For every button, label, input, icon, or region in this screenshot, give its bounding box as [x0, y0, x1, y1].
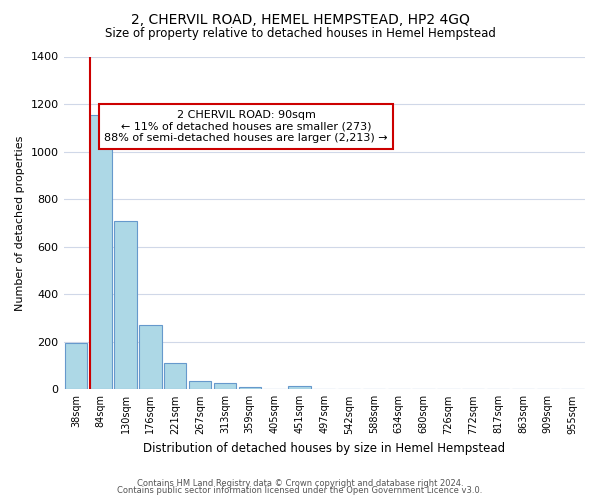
- Bar: [214, 384, 236, 390]
- Bar: [115, 220, 137, 390]
- Bar: [189, 381, 211, 390]
- Text: Contains HM Land Registry data © Crown copyright and database right 2024.: Contains HM Land Registry data © Crown c…: [137, 478, 463, 488]
- Bar: [89, 114, 112, 390]
- Text: 2, CHERVIL ROAD, HEMEL HEMPSTEAD, HP2 4GQ: 2, CHERVIL ROAD, HEMEL HEMPSTEAD, HP2 4G…: [131, 12, 469, 26]
- Text: Size of property relative to detached houses in Hemel Hempstead: Size of property relative to detached ho…: [104, 28, 496, 40]
- Bar: [164, 363, 187, 390]
- Bar: [65, 344, 87, 390]
- Bar: [288, 386, 311, 390]
- Bar: [239, 388, 261, 390]
- Text: Contains public sector information licensed under the Open Government Licence v3: Contains public sector information licen…: [118, 486, 482, 495]
- Bar: [139, 324, 161, 390]
- Text: 2 CHERVIL ROAD: 90sqm
← 11% of detached houses are smaller (273)
88% of semi-det: 2 CHERVIL ROAD: 90sqm ← 11% of detached …: [104, 110, 388, 143]
- Y-axis label: Number of detached properties: Number of detached properties: [15, 135, 25, 310]
- X-axis label: Distribution of detached houses by size in Hemel Hempstead: Distribution of detached houses by size …: [143, 442, 505, 455]
